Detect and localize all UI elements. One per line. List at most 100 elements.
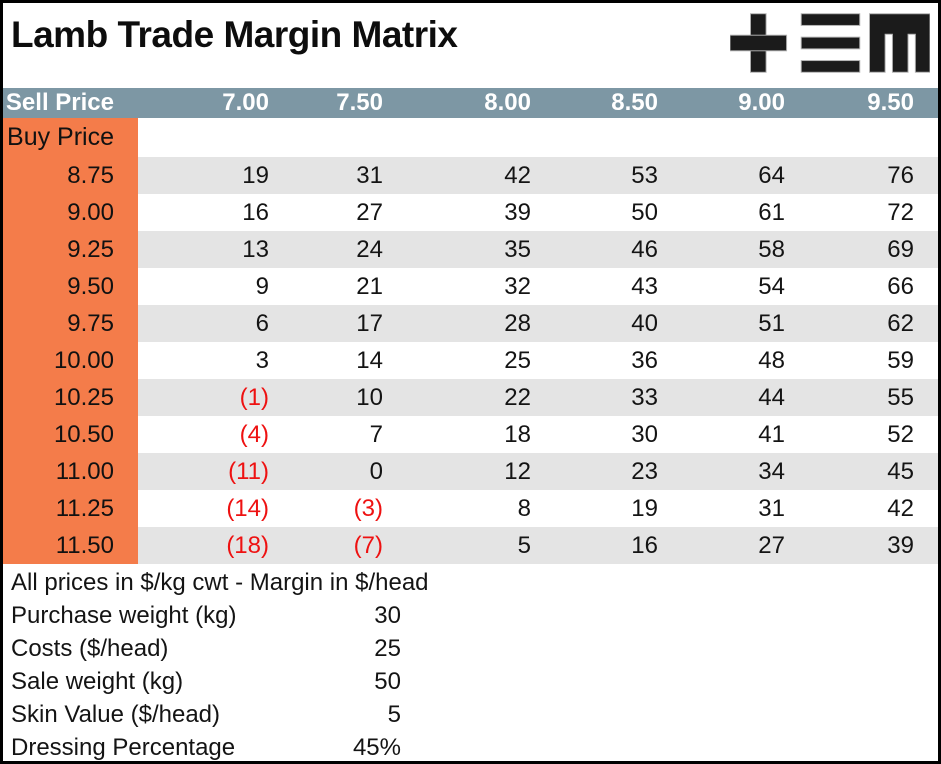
margin-cell: (18) (138, 527, 293, 564)
margin-cell: 18 (407, 416, 555, 453)
sell-price-header: 7.50 (336, 89, 383, 116)
margin-cell: 42 (407, 157, 555, 194)
margin-cell: 27 (682, 527, 809, 564)
margin-cell: 66 (809, 268, 938, 305)
margin-cell: 21 (293, 268, 407, 305)
parameter-label: Dressing Percentage (11, 734, 236, 761)
matrix-row: 11.00 (11) 0 12 23 34 45 (3, 453, 938, 490)
matrix-row: 9.00 16 27 39 50 61 72 (3, 194, 938, 231)
logo-bar-middle (800, 36, 861, 50)
sell-price-header: 8.00 (484, 89, 531, 116)
matrix-row: 10.00 3 14 25 36 48 59 (3, 342, 938, 379)
matrix-row: 11.50 (18) (7) 5 16 27 39 (3, 527, 938, 564)
parameter-value[interactable]: 5 (387, 701, 401, 728)
title-bar: Lamb Trade Margin Matrix (3, 3, 938, 88)
margin-cell: 5 (407, 527, 555, 564)
parameter-row: Skin Value ($/head) 5 (3, 698, 938, 731)
buy-price-cell: 9.00 (3, 194, 138, 231)
margin-cell: 36 (555, 342, 682, 379)
margin-cell: 59 (809, 342, 938, 379)
margin-cell: 46 (555, 231, 682, 268)
sell-price-header: 9.00 (738, 89, 785, 116)
sell-price-header-row: Sell Price 7.00 7.50 8.00 8.50 9.00 9.50 (3, 88, 938, 118)
buy-price-cell: 11.50 (3, 527, 138, 564)
matrix-row: 10.25 (1) 10 22 33 44 55 (3, 379, 938, 416)
margin-cell: 7 (293, 416, 407, 453)
matrix-row: 8.75 19 31 42 53 64 76 (3, 157, 938, 194)
margin-cell: 61 (682, 194, 809, 231)
margin-cell: 34 (682, 453, 809, 490)
sell-price-corner-label: Sell Price (5, 89, 114, 116)
matrix-body: Buy Price 8.75 19 31 42 53 64 76 9.00 16 27 39 50 61… (3, 118, 938, 564)
parameter-value[interactable]: 50 (374, 668, 401, 695)
buy-price-cell: 9.50 (3, 268, 138, 305)
margin-cell: 51 (682, 305, 809, 342)
matrix-row: 9.25 13 24 35 46 58 69 (3, 231, 938, 268)
margin-cell: 69 (809, 231, 938, 268)
margin-cell: (4) (138, 416, 293, 453)
margin-cell: (1) (138, 379, 293, 416)
parameter-value[interactable]: 45% (352, 734, 401, 761)
margin-cell: 39 (809, 527, 938, 564)
margin-cell: 41 (682, 416, 809, 453)
margin-cell: 6 (138, 305, 293, 342)
margin-cell: 19 (138, 157, 293, 194)
margin-cell: 72 (809, 194, 938, 231)
margin-cell: (14) (138, 490, 293, 527)
margin-cell: (7) (293, 527, 407, 564)
margin-cell: 76 (809, 157, 938, 194)
parameter-value[interactable]: 25 (374, 635, 401, 662)
margin-cell: 12 (407, 453, 555, 490)
margin-cell: 35 (407, 231, 555, 268)
units-footnote: All prices in $/kg cwt - Margin in $/hea… (11, 569, 429, 596)
margin-cell: 53 (555, 157, 682, 194)
margin-cell: 13 (138, 231, 293, 268)
logo-bar-top (800, 13, 861, 26)
parameter-row: Costs ($/head) 25 (3, 632, 938, 665)
margin-cell: 10 (293, 379, 407, 416)
matrix-row: 11.25 (14) (3) 8 19 31 42 (3, 490, 938, 527)
buy-price-cell: 10.25 (3, 379, 138, 416)
margin-cell: (3) (293, 490, 407, 527)
buy-price-label: Buy Price (3, 118, 138, 157)
margin-cell: 39 (407, 194, 555, 231)
margin-cell: 45 (809, 453, 938, 490)
margin-cell: 55 (809, 379, 938, 416)
blank-cell (138, 118, 938, 157)
parameter-label: Skin Value ($/head) (11, 701, 221, 728)
tem-logo-icon (730, 13, 930, 73)
margin-cell: 48 (682, 342, 809, 379)
margin-cell: 54 (682, 268, 809, 305)
margin-cell: 42 (809, 490, 938, 527)
parameter-label: Sale weight (kg) (11, 668, 184, 695)
margin-cell: 23 (555, 453, 682, 490)
logo-bar-bottom (800, 60, 861, 73)
margin-cell: 31 (682, 490, 809, 527)
margin-cell: 0 (293, 453, 407, 490)
buy-price-cell: 11.00 (3, 453, 138, 490)
margin-cell: 43 (555, 268, 682, 305)
matrix-row: 9.75 6 17 28 40 51 62 (3, 305, 938, 342)
margin-cell: 24 (293, 231, 407, 268)
matrix-row: 10.50 (4) 7 18 30 41 52 (3, 416, 938, 453)
margin-cell: 52 (809, 416, 938, 453)
parameter-value[interactable]: 30 (374, 602, 401, 629)
buy-price-cell: 10.00 (3, 342, 138, 379)
margin-cell: 62 (809, 305, 938, 342)
parameter-label: Costs ($/head) (11, 635, 169, 662)
margin-cell: 28 (407, 305, 555, 342)
margin-cell: 44 (682, 379, 809, 416)
parameters-section: All prices in $/kg cwt - Margin in $/hea… (3, 564, 938, 764)
sell-price-header: 9.50 (867, 89, 914, 116)
margin-cell: 3 (138, 342, 293, 379)
margin-cell: 27 (293, 194, 407, 231)
margin-cell: 30 (555, 416, 682, 453)
parameter-row: Dressing Percentage 45% (3, 731, 938, 764)
sell-price-header: 8.50 (611, 89, 658, 116)
margin-cell: 50 (555, 194, 682, 231)
parameter-row: Sale weight (kg) 50 (3, 665, 938, 698)
margin-cell: (11) (138, 453, 293, 490)
margin-cell: 17 (293, 305, 407, 342)
matrix-row: 9.50 9 21 32 43 54 66 (3, 268, 938, 305)
buy-price-cell: 9.25 (3, 231, 138, 268)
